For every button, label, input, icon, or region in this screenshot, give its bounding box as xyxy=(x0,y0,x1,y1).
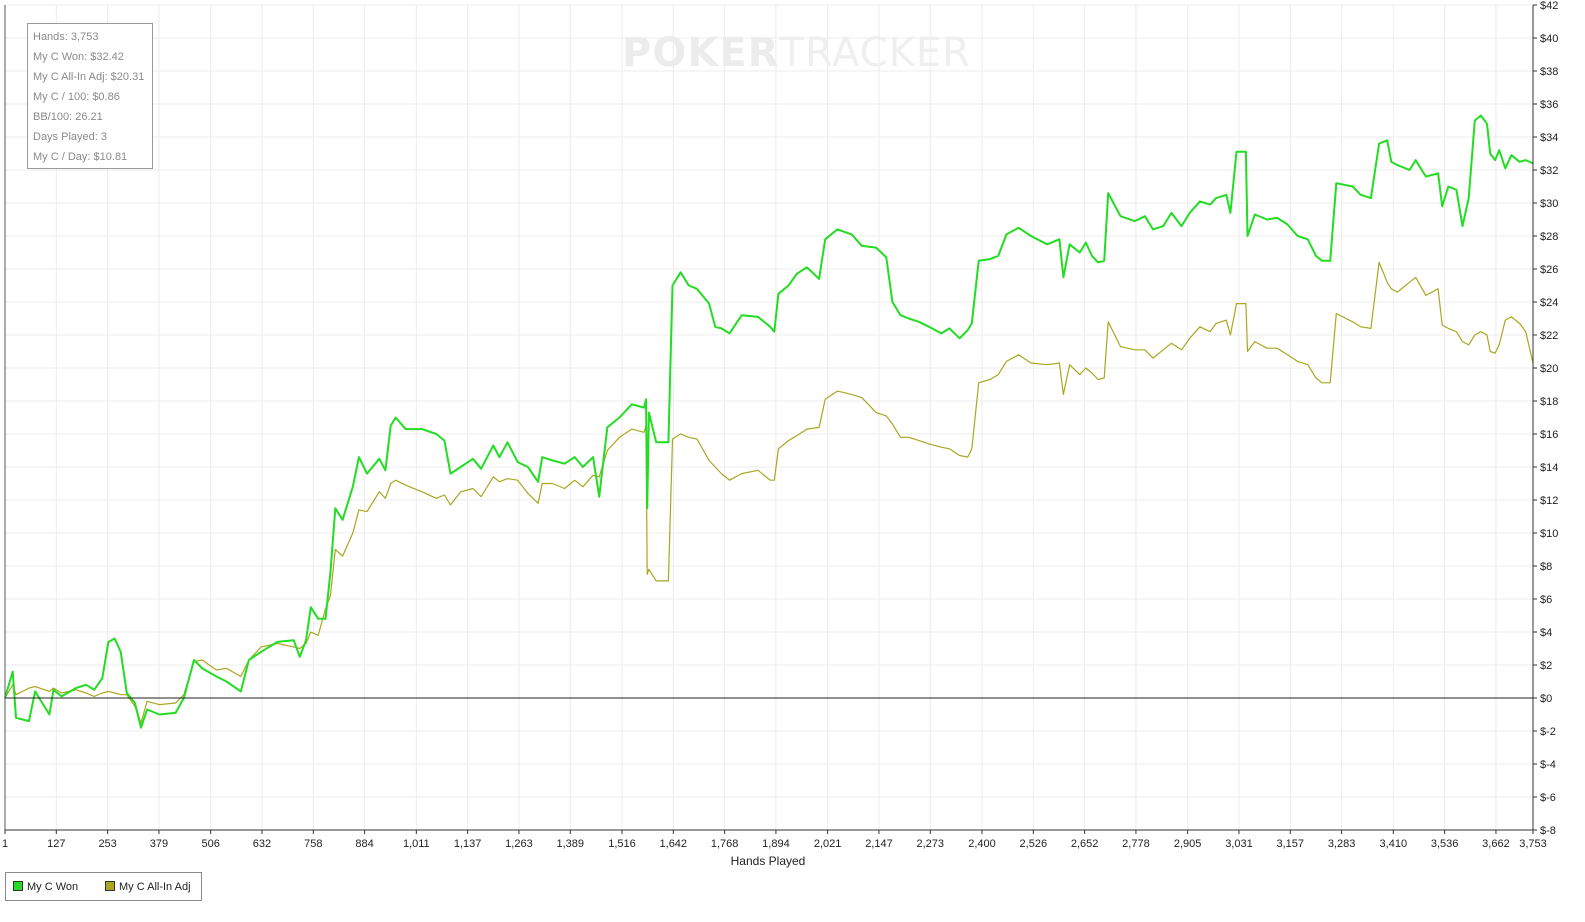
x-tick-label: 1 xyxy=(2,838,8,850)
x-tick-label: 3,157 xyxy=(1277,838,1305,850)
legend-label-allin: My C All-In Adj xyxy=(119,881,191,893)
stat-allin-adj: My C All-In Adj: $20.31 xyxy=(33,71,145,83)
x-tick-label: 2,905 xyxy=(1174,838,1202,850)
y-tick-label: $28 xyxy=(1540,231,1558,243)
x-tick-label: 253 xyxy=(98,838,116,850)
y-tick-label: $22 xyxy=(1540,330,1558,342)
series-line-my-c-all-in-adj xyxy=(4,261,1534,724)
stat-per-day: My C / Day: $10.81 xyxy=(33,151,128,163)
y-tick-label: $36 xyxy=(1540,99,1558,111)
x-tick-label: 3,753 xyxy=(1519,838,1547,850)
y-tick-label: $8 xyxy=(1540,561,1552,573)
x-tick-label: 632 xyxy=(253,838,271,850)
stat-bb-100: BB/100: 26.21 xyxy=(33,111,103,123)
stat-won: My C Won: $32.42 xyxy=(33,51,124,63)
legend-item-won[interactable]: My C Won xyxy=(13,881,78,893)
x-axis-label: Hands Played xyxy=(731,854,806,868)
x-tick-label: 1,389 xyxy=(556,838,584,850)
x-tick-label: 1,137 xyxy=(454,838,482,850)
y-tick-label: $26 xyxy=(1540,264,1558,276)
x-tick-label: 1,263 xyxy=(505,838,533,850)
x-tick-label: 3,031 xyxy=(1225,838,1253,850)
y-tick-label: $-6 xyxy=(1540,792,1556,804)
y-tick-label: $42 xyxy=(1540,0,1558,12)
x-tick-label: 3,662 xyxy=(1482,838,1510,850)
series-layer xyxy=(4,114,1534,729)
x-tick-label: 1,642 xyxy=(660,838,688,850)
x-tick-label: 2,021 xyxy=(814,838,842,850)
y-tick-label: $18 xyxy=(1540,396,1558,408)
x-tick-label: 1,516 xyxy=(608,838,636,850)
legend-swatch-allin xyxy=(105,881,115,891)
y-tick-label: $38 xyxy=(1540,66,1558,78)
watermark-word-poker: POKER xyxy=(622,30,780,76)
x-tick-label: 2,147 xyxy=(865,838,893,850)
x-tick-label: 758 xyxy=(304,838,322,850)
watermark-word-tracker: TRACKER xyxy=(779,30,971,76)
x-tick-label: 379 xyxy=(150,838,168,850)
watermark-logo: POKERTRACKER xyxy=(622,30,971,76)
x-tick-label: 2,273 xyxy=(917,838,945,850)
series-line-my-c-won xyxy=(4,114,1534,729)
x-tick-label: 2,526 xyxy=(1020,838,1048,850)
chart-axes: 1 127 253 379 506 632 758 884 1,011 1,137 1,263 1,3… xyxy=(2,0,1558,850)
x-tick-label: 3,536 xyxy=(1431,838,1459,850)
chart-legend: My C Won My C All-In Adj xyxy=(5,872,202,901)
x-tick-label: 884 xyxy=(355,838,373,850)
x-tick-label: 2,652 xyxy=(1071,838,1099,850)
y-tick-label: $16 xyxy=(1540,429,1558,441)
y-tick-label: $30 xyxy=(1540,198,1558,210)
y-tick-label: $20 xyxy=(1540,363,1558,375)
x-tick-label: 127 xyxy=(47,838,65,850)
y-tick-label: $24 xyxy=(1540,297,1558,309)
y-tick-label: $-2 xyxy=(1540,726,1556,738)
x-tick-label: 3,283 xyxy=(1328,838,1356,850)
chart-grid xyxy=(5,4,1533,831)
x-tick-label: 1,768 xyxy=(711,838,739,850)
x-tick-label: 2,778 xyxy=(1122,838,1150,850)
y-tick-label: $32 xyxy=(1540,165,1558,177)
y-tick-label: $14 xyxy=(1540,462,1558,474)
stat-per-100: My C / 100: $0.86 xyxy=(33,91,120,103)
legend-item-allin[interactable]: My C All-In Adj xyxy=(105,881,191,893)
x-tick-label: 1,011 xyxy=(403,838,430,850)
y-tick-label: $6 xyxy=(1540,594,1552,606)
y-tick-label: $34 xyxy=(1540,132,1558,144)
x-tick-label: 1,894 xyxy=(762,838,790,850)
y-tick-label: $10 xyxy=(1540,528,1558,540)
y-tick-label: $40 xyxy=(1540,33,1558,45)
legend-swatch-won xyxy=(13,881,23,891)
y-tick-label: $-8 xyxy=(1540,825,1556,837)
y-tick-label: $-4 xyxy=(1540,759,1556,771)
y-tick-label: $0 xyxy=(1540,693,1552,705)
x-tick-label: 3,410 xyxy=(1380,838,1408,850)
x-tick-label: 2,400 xyxy=(968,838,996,850)
x-tick-label: 506 xyxy=(201,838,219,850)
y-tick-label: $4 xyxy=(1540,627,1552,639)
y-tick-label: $2 xyxy=(1540,660,1552,672)
stats-summary-box: Hands: 3,753 My C Won: $32.42 My C All-I… xyxy=(27,23,153,169)
y-tick-label: $12 xyxy=(1540,495,1558,507)
legend-label-won: My C Won xyxy=(27,881,79,893)
stat-days-played: Days Played: 3 xyxy=(33,131,108,143)
stat-hands: Hands: 3,753 xyxy=(33,31,99,43)
